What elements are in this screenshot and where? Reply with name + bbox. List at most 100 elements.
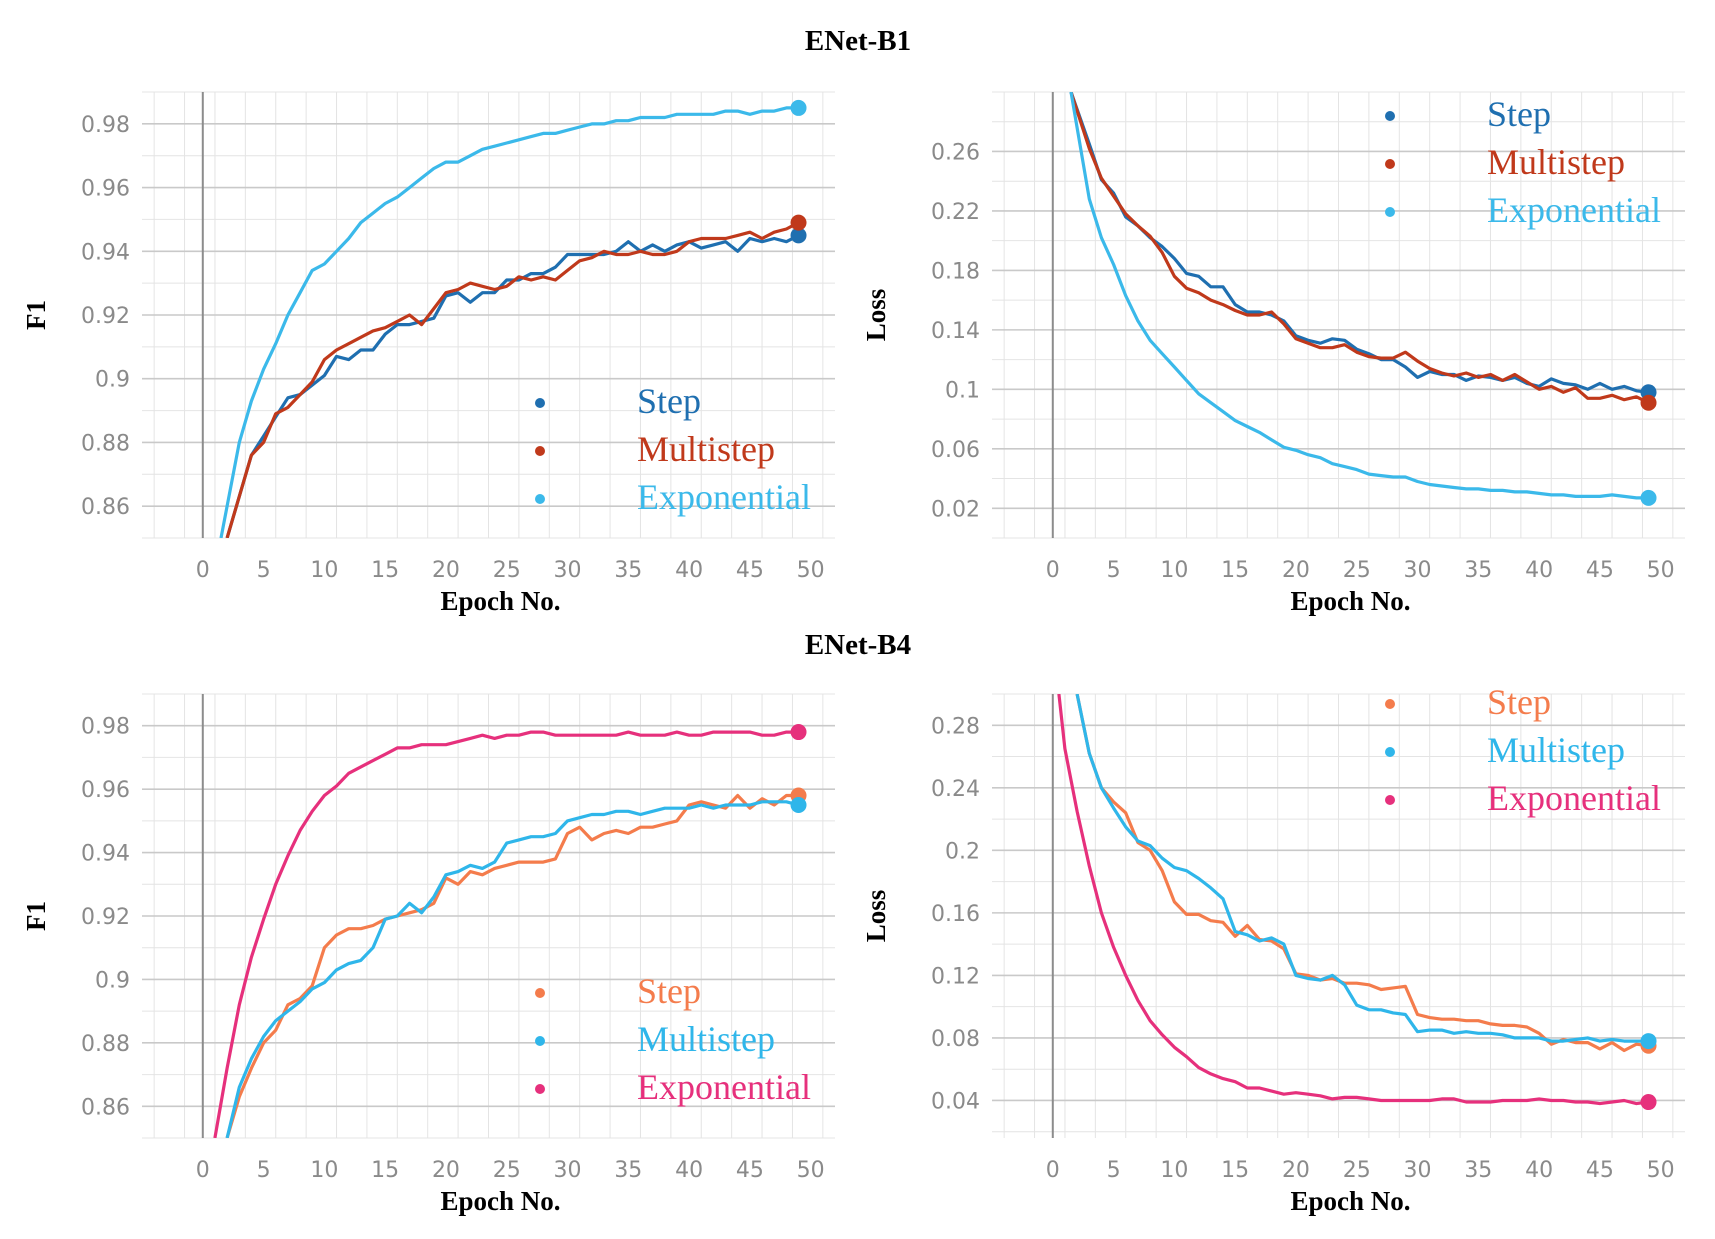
x-tick-label: 25 — [1343, 1158, 1371, 1183]
series-line-step — [1069, 92, 1649, 394]
x-axis-label: Epoch No. — [440, 1186, 560, 1216]
chart-b1-loss: 0.02 0.06 0.1 0.14 0.18 0.22 0.26 0 5 10 15 20 25 30 3… — [861, 91, 1685, 616]
legend-dot — [535, 446, 545, 456]
x-tick-label: 35 — [1464, 558, 1492, 583]
x-tick-label: 10 — [310, 558, 338, 583]
chart-b4-f1: 0.86 0.88 0.9 0.92 0.94 0.96 0.98 0 5 10 15 20 25 30 3… — [21, 693, 835, 1216]
x-tick-label: 45 — [1586, 558, 1614, 583]
x-tick-label: 10 — [1160, 1158, 1188, 1183]
legend-dot — [535, 1084, 545, 1094]
title-enet-b4: ENet-B4 — [805, 629, 911, 661]
x-tick-label: 35 — [614, 1158, 642, 1183]
y-tick-label: 0.86 — [81, 1095, 130, 1120]
y-tick-label: 0.94 — [81, 240, 130, 265]
x-tick-label: 45 — [1586, 1158, 1614, 1183]
series-end-marker — [790, 214, 807, 231]
legend-label: Step — [637, 381, 701, 421]
x-tick-label: 35 — [614, 558, 642, 583]
y-tick-label: 0.88 — [81, 1032, 130, 1057]
x-tick-label: 5 — [1107, 1158, 1121, 1183]
y-tick-label: 0.02 — [931, 497, 980, 522]
y-axis-label: Loss — [861, 289, 891, 342]
legend-dot — [535, 494, 545, 504]
series-end-marker — [790, 99, 807, 116]
series-line-exponential — [213, 730, 799, 1138]
x-tick-label: 35 — [1464, 1158, 1492, 1183]
x-axis-label: Epoch No. — [1290, 586, 1410, 616]
y-tick-label: 0.08 — [931, 1027, 980, 1052]
x-tick-label: 5 — [1107, 558, 1121, 583]
y-tick-label: 0.88 — [81, 431, 130, 456]
legend-label: Exponential — [637, 477, 811, 517]
x-axis-label: Epoch No. — [1290, 1186, 1410, 1216]
x-tick-label: 15 — [371, 558, 399, 583]
y-tick-label: 0.92 — [81, 304, 130, 329]
legend-label: Step — [1487, 94, 1551, 134]
x-tick-label: 20 — [432, 558, 460, 583]
series-line-multistep — [225, 800, 799, 1138]
y-tick-label: 0.86 — [81, 495, 130, 520]
y-tick-label: 0.18 — [931, 259, 980, 284]
series-end-marker — [790, 227, 807, 244]
x-tick-label: 30 — [1404, 1158, 1432, 1183]
gridlines — [992, 91, 1685, 539]
x-tick-label: 15 — [1221, 558, 1249, 583]
y-tick-label: 0.16 — [931, 902, 980, 927]
legend-dot — [1385, 159, 1395, 169]
series-line-multistep — [1075, 694, 1649, 1043]
series-line-exponential — [219, 106, 799, 538]
x-tick-label: 50 — [1647, 1158, 1675, 1183]
x-tick-label: 0 — [1046, 558, 1060, 583]
x-tick-label: 20 — [1282, 1158, 1310, 1183]
x-tick-label: 30 — [1404, 558, 1432, 583]
x-tick-label: 10 — [310, 1158, 338, 1183]
legend-label: Multistep — [1487, 730, 1625, 770]
x-tick-label: 0 — [1046, 1158, 1060, 1183]
x-tick-label: 40 — [1525, 558, 1553, 583]
y-tick-label: 0.22 — [931, 200, 980, 225]
series-end-marker — [790, 797, 807, 813]
gridlines — [992, 693, 1685, 1138]
y-axis-label: F1 — [21, 300, 51, 330]
series-end-marker — [790, 724, 807, 741]
series-line-exponential — [1069, 92, 1649, 500]
x-tick-label: 40 — [675, 1158, 703, 1183]
series-end-marker — [1640, 1094, 1657, 1111]
series-line-step — [225, 793, 799, 1138]
legend-dot — [1385, 699, 1395, 709]
legend-dot — [1385, 207, 1395, 217]
y-tick-label: 0.96 — [81, 177, 130, 202]
x-tick-label: 50 — [797, 1158, 825, 1183]
series-line-multistep — [1069, 92, 1650, 405]
legend-dot — [1385, 795, 1395, 805]
y-tick-label: 0.1 — [945, 378, 980, 403]
legend-label: Exponential — [1487, 778, 1661, 818]
series-line-step — [1075, 694, 1649, 1053]
y-tick-label: 0.14 — [931, 319, 980, 344]
x-axis-label: Epoch No. — [440, 586, 560, 616]
y-tick-label: 0.94 — [81, 842, 130, 867]
y-tick-label: 0.92 — [81, 905, 130, 930]
x-tick-label: 40 — [1525, 1158, 1553, 1183]
y-tick-label: 0.9 — [95, 968, 130, 993]
legend-label: Multistep — [1487, 142, 1625, 182]
legend-dot — [535, 398, 545, 408]
x-tick-label: 5 — [257, 1158, 271, 1183]
series-end-marker — [1640, 394, 1657, 411]
x-tick-label: 25 — [493, 1158, 521, 1183]
legend-dot — [1385, 747, 1395, 757]
y-tick-label: 0.26 — [931, 140, 980, 165]
y-tick-label: 0.98 — [81, 113, 130, 138]
x-tick-label: 25 — [493, 558, 521, 583]
x-tick-label: 50 — [1647, 558, 1675, 583]
y-tick-label: 0.24 — [931, 777, 980, 802]
series-end-marker — [1640, 489, 1657, 506]
gridlines — [142, 91, 835, 539]
y-tick-label: 0.12 — [931, 964, 980, 989]
x-tick-label: 50 — [797, 558, 825, 583]
x-tick-label: 15 — [1221, 1158, 1249, 1183]
y-tick-label: 0.04 — [931, 1089, 980, 1114]
x-tick-label: 45 — [736, 1158, 764, 1183]
chart-b1-f1: 0.86 0.88 0.9 0.92 0.94 0.96 0.98 0 5 10 15 20 25 30 3… — [21, 91, 835, 616]
x-tick-label: 10 — [1160, 558, 1188, 583]
